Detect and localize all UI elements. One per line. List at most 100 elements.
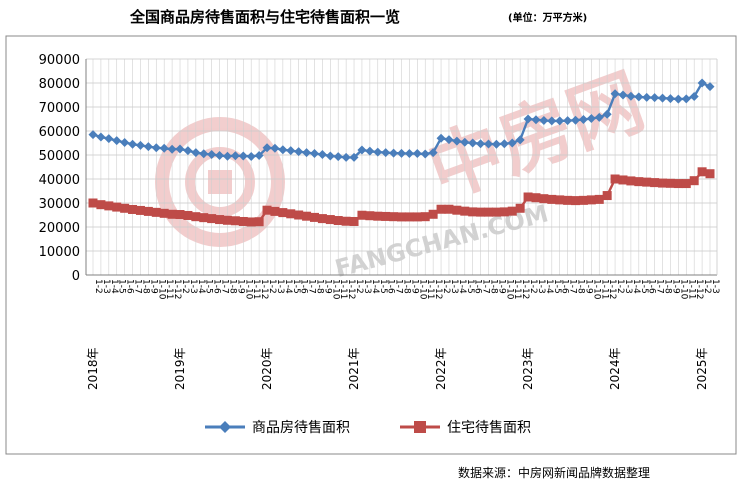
x-tick-label: 1-4 <box>631 279 641 294</box>
x-tick-label: 1-9 <box>670 279 680 294</box>
x-tick-label: 1-6 <box>560 279 570 294</box>
data-point-residential <box>634 177 644 187</box>
data-point-residential <box>397 212 406 222</box>
x-tick-label: 1-11 <box>599 279 609 299</box>
data-point-commercial <box>673 94 683 104</box>
x-year-label: 2019年 <box>173 347 187 390</box>
data-point-commercial <box>222 151 232 161</box>
x-tick-label: 1-6 <box>473 279 483 294</box>
data-point-commercial <box>468 138 478 148</box>
x-tick-label: 1-10 <box>504 279 514 300</box>
data-point-residential <box>309 212 319 222</box>
data-point-residential <box>665 178 675 188</box>
data-point-residential <box>618 175 628 185</box>
data-point-residential <box>238 216 248 226</box>
x-tick-label: 1-9 <box>235 279 245 294</box>
x-tick-label: 1-4 <box>283 279 293 294</box>
data-point-commercial <box>199 149 209 159</box>
x-year-label: 2023年 <box>521 347 535 390</box>
data-point-residential <box>325 215 335 225</box>
x-tick-label: 1-11 <box>164 279 174 299</box>
data-point-commercial <box>658 93 668 103</box>
x-tick-label: 1-10 <box>678 279 688 300</box>
data-point-commercial <box>254 150 264 160</box>
data-point-commercial <box>507 138 517 148</box>
data-point-commercial <box>151 143 161 153</box>
data-point-commercial <box>128 139 138 149</box>
data-point-residential <box>333 216 343 226</box>
data-point-residential <box>302 211 312 221</box>
data-point-commercial <box>444 135 454 145</box>
data-point-commercial <box>381 148 391 158</box>
y-tick-label: 0 <box>72 269 80 284</box>
chart-unit: (单位：万平方米) <box>508 11 587 24</box>
data-point-residential <box>491 207 501 217</box>
data-point-commercial <box>341 152 351 162</box>
data-point-residential <box>175 210 185 220</box>
data-point-residential <box>681 179 691 189</box>
data-point-commercial <box>531 115 541 125</box>
data-point-residential <box>673 179 683 189</box>
data-point-commercial <box>610 89 620 99</box>
data-point-residential <box>167 209 177 219</box>
x-tick-label: 1-9 <box>583 279 593 294</box>
x-tick-label: 1-8 <box>489 279 499 294</box>
x-tick-label: 1-7 <box>655 279 665 294</box>
data-point-residential <box>578 195 588 205</box>
x-tick-label: 1-5 <box>117 279 127 294</box>
y-tick-label: 30000 <box>39 197 80 212</box>
data-point-commercial <box>626 91 636 101</box>
data-point-residential <box>499 207 509 217</box>
data-point-commercial <box>397 148 406 158</box>
x-tick-label: 1-8 <box>663 279 673 294</box>
x-tick-label: 1-3 <box>623 279 633 294</box>
data-point-commercial <box>167 144 177 154</box>
data-point-residential <box>428 209 438 219</box>
data-point-commercial <box>120 138 130 148</box>
data-point-commercial <box>452 136 462 146</box>
x-tick-label: 1-2 <box>702 279 712 294</box>
x-tick-label: 1-12 <box>694 279 704 299</box>
data-point-residential <box>381 211 391 221</box>
x-year-label: 2018年 <box>86 347 100 390</box>
x-tick-label: 1-5 <box>378 279 388 294</box>
data-point-residential <box>278 208 288 218</box>
x-axis-ticks: 1-21-31-41-51-61-71-81-91-101-111-121-21… <box>93 279 720 300</box>
data-point-commercial <box>697 78 707 88</box>
data-point-residential <box>143 206 153 216</box>
data-point-residential <box>586 195 596 205</box>
data-point-commercial <box>389 148 399 158</box>
data-point-commercial <box>349 152 359 162</box>
data-point-commercial <box>460 137 470 147</box>
data-point-residential <box>215 215 225 225</box>
data-point-residential <box>349 216 359 226</box>
chart-title: 全国商品房待售面积与住宅待售面积一览 <box>129 8 400 26</box>
y-tick-label: 20000 <box>39 221 80 236</box>
data-point-residential <box>199 213 209 223</box>
data-point-commercial <box>159 143 169 153</box>
x-tick-label: 1-12 <box>607 279 617 299</box>
data-point-commercial <box>112 136 122 146</box>
data-point-residential <box>191 212 201 222</box>
x-tick-label: 1-3 <box>362 279 372 294</box>
x-year-label: 2021年 <box>347 347 361 390</box>
data-point-commercial <box>404 149 414 159</box>
data-point-residential <box>270 206 280 216</box>
x-tick-label: 1-6 <box>647 279 657 294</box>
legend-item-residential: 住宅待售面积 <box>400 420 531 436</box>
data-source: 数据来源：中房网新闻品牌数据整理 <box>458 465 650 480</box>
x-tick-label: 1-5 <box>204 279 214 294</box>
data-point-residential <box>373 211 383 221</box>
data-point-commercial <box>420 149 430 159</box>
data-point-commercial <box>238 151 248 161</box>
x-tick-label: 1-11 <box>338 279 348 299</box>
data-point-residential <box>96 200 106 210</box>
data-point-residential <box>120 203 130 213</box>
x-tick-label: 1-7 <box>307 279 317 294</box>
y-tick-label: 50000 <box>39 149 80 164</box>
data-point-commercial <box>523 114 533 124</box>
data-point-commercial <box>689 91 699 101</box>
data-point-commercial <box>436 133 446 143</box>
x-tick-label: 1-10 <box>417 279 427 300</box>
